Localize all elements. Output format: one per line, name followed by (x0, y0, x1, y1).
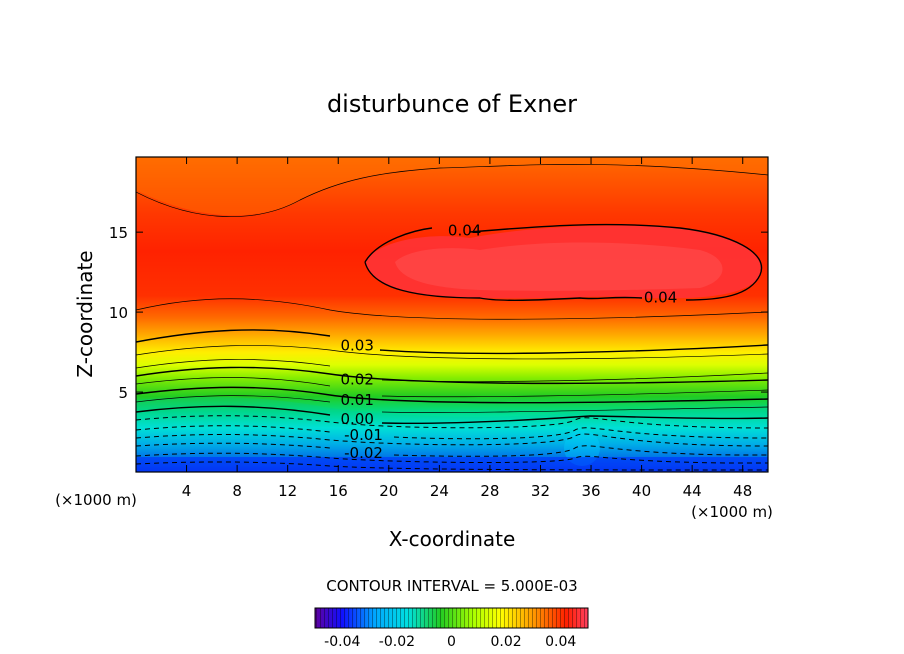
chart-title: disturbunce of Exner (327, 90, 577, 118)
y-tick-label: 5 (118, 384, 128, 402)
x-tick-label: 44 (683, 482, 702, 500)
x-tick-label: 20 (379, 482, 398, 500)
x-axis-label: X-coordinate (389, 527, 516, 551)
x-unit-left: (×1000 m) (55, 491, 137, 509)
contour-label: 0.01 (340, 391, 373, 409)
x-tick-label: 36 (581, 482, 600, 500)
contour-label: 0.04 (644, 289, 677, 307)
colorbar-tick-label: 0.04 (545, 634, 576, 650)
x-tick-label: 28 (480, 482, 499, 500)
contour-label: 0.03 (340, 337, 373, 355)
contour-label: -0.02 (344, 444, 383, 462)
contour-fill (136, 157, 768, 472)
colorbar-ticks: -0.04 -0.02 0 0.02 0.04 (324, 634, 576, 650)
y-axis-ticks: 5 10 15 (109, 224, 768, 402)
x-tick-label: 32 (531, 482, 550, 500)
contour-label: 0.04 (448, 222, 481, 240)
y-axis-label: Z-coordinate (73, 250, 97, 377)
x-tick-label: 16 (329, 482, 348, 500)
x-tick-label: 8 (232, 482, 242, 500)
x-tick-label: 12 (278, 482, 297, 500)
x-unit-right: (×1000 m) (691, 503, 773, 521)
colorbar-tick-label: 0.02 (491, 634, 522, 650)
contour-label: 0.00 (340, 410, 373, 428)
x-tick-label: 48 (733, 482, 752, 500)
plot-frame (135, 156, 769, 473)
colorbar-frame (314, 607, 589, 629)
colorbar-tick-label: -0.02 (379, 634, 415, 650)
contour-interval-text: CONTOUR INTERVAL = 5.000E-03 (326, 577, 577, 595)
x-tick-label: 24 (430, 482, 449, 500)
contour-lines (136, 164, 768, 471)
colorbar-tick-label: -0.04 (324, 634, 360, 650)
x-axis-ticks: 4 8 12 16 20 24 28 32 36 40 44 48 (182, 157, 752, 500)
contour-label: 0.02 (340, 370, 373, 388)
x-tick-label: 40 (632, 482, 651, 500)
x-tick-label: 4 (182, 482, 192, 500)
colorbar: -0.04 -0.02 0 0.02 0.04 (314, 607, 589, 650)
contour-label: -0.01 (344, 426, 383, 444)
y-tick-label: 15 (109, 224, 128, 242)
contour-labels: 0.04 0.04 0.03 0.02 0.010.00-0.01-0.02 (340, 222, 677, 462)
colorbar-tick-label: 0 (447, 634, 456, 650)
y-tick-label: 10 (109, 304, 128, 322)
